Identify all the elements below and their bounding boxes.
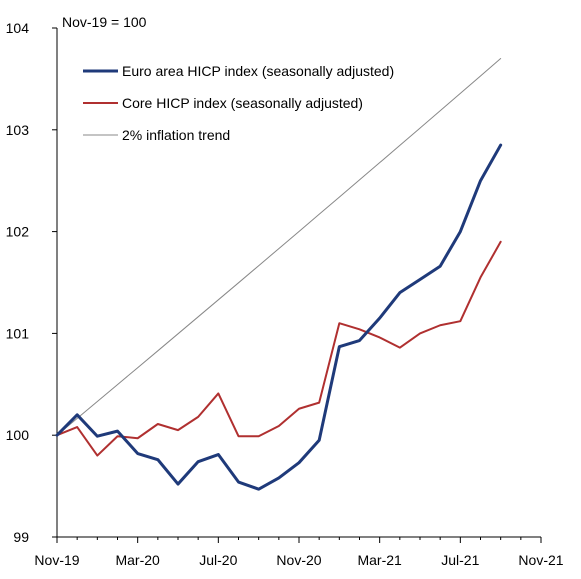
legend-label-1: Core HICP index (seasonally adjusted) <box>122 95 363 111</box>
legend: Euro area HICP index (seasonally adjuste… <box>83 63 394 143</box>
x-tick-label: Nov-19 <box>34 552 79 568</box>
y-tick-label: 104 <box>6 20 30 36</box>
x-tick-label: Nov-21 <box>518 552 563 568</box>
y-tick-label: 100 <box>6 427 30 443</box>
x-tick-label: Jul-21 <box>441 552 479 568</box>
series-line-1 <box>56 240 502 457</box>
y-tick-label: 102 <box>6 224 30 240</box>
legend-label-2: 2% inflation trend <box>122 127 230 143</box>
series-line-0 <box>55 143 503 491</box>
base-note: Nov-19 = 100 <box>62 14 147 30</box>
legend-label-0: Euro area HICP index (seasonally adjuste… <box>122 63 394 79</box>
y-tick-label: 103 <box>6 122 30 138</box>
axes: 99 100 101 102 103 104 Nov-19 Mar-20 Jul-20 Nov-2… <box>6 20 564 568</box>
x-tick-label: Mar-20 <box>115 552 160 568</box>
series-line-2 <box>56 58 502 436</box>
y-tick-label: 99 <box>13 529 29 545</box>
x-tick-label: Nov-20 <box>276 552 321 568</box>
x-tick-label: Jul-20 <box>199 552 237 568</box>
x-tick-label: Mar-21 <box>357 552 402 568</box>
y-tick-label: 101 <box>6 325 30 341</box>
series-layer <box>55 58 503 491</box>
